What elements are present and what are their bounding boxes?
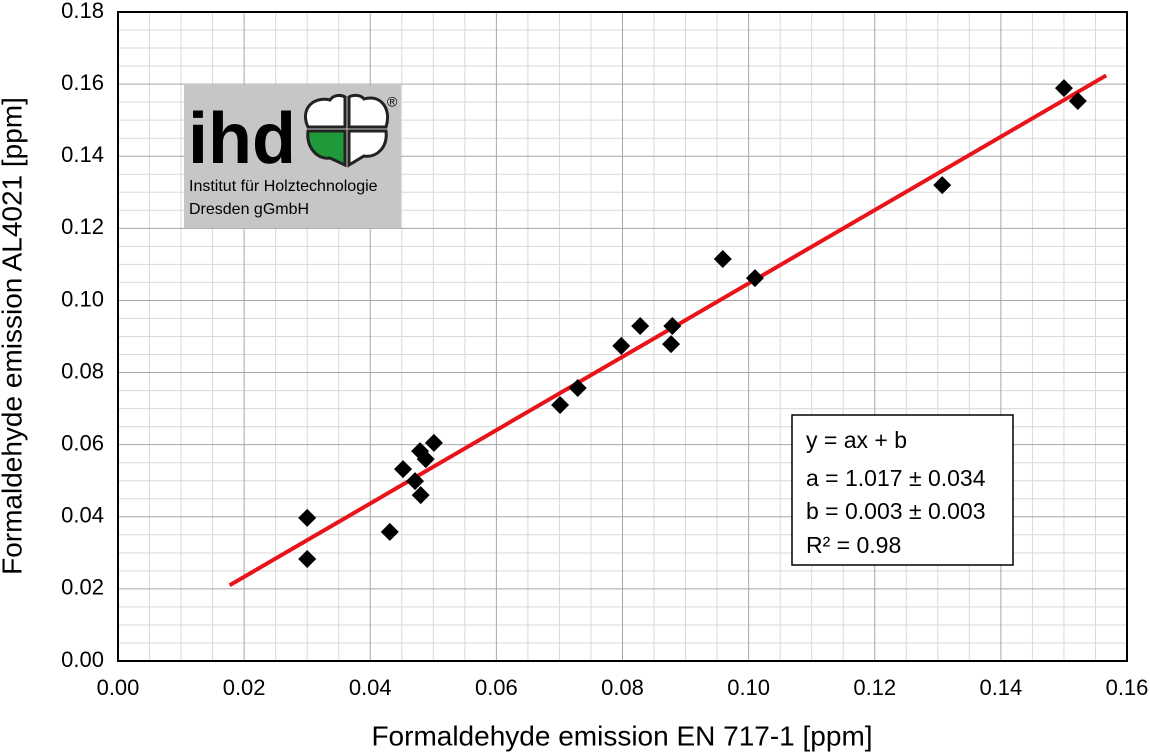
plot-frame: [117, 11, 1128, 662]
y-tick-label: 0.10: [61, 286, 104, 311]
y-tick-label: 0.04: [61, 503, 104, 528]
marks: [228, 73, 1108, 588]
logo-registered: ®: [387, 94, 398, 110]
x-tick-label: 0.14: [979, 675, 1022, 700]
annotation-text: a = 1.017 ± 0.034: [806, 465, 986, 491]
point: [933, 176, 952, 195]
x-tick-label: 0.12: [853, 675, 896, 700]
y-tick-label: 0.06: [61, 430, 104, 455]
point: [1054, 79, 1073, 98]
annotation-frame: [791, 414, 1014, 566]
y-tick-label: 0.14: [61, 142, 104, 167]
point: [663, 317, 682, 336]
point: [298, 508, 317, 527]
logo-line: Institut für Holztechnologie: [189, 178, 378, 195]
y-tick-label: 0.02: [61, 575, 104, 600]
y-tick-label: 0.12: [61, 214, 104, 239]
point: [662, 335, 681, 354]
point: [411, 486, 430, 505]
x-tick-label: 0.04: [349, 675, 392, 700]
point: [1068, 92, 1087, 111]
logo-line: Dresden gGmbH: [189, 201, 309, 218]
y-tick-label: 0.08: [61, 358, 104, 383]
y-axis-label: Formaldehyde emission AL4021 [ppm]: [0, 97, 27, 575]
point: [394, 460, 413, 479]
x-tick-label: 0.16: [1106, 675, 1149, 700]
point: [424, 433, 443, 452]
y-tick-label: 0.00: [61, 647, 104, 672]
x-axis-label: Formaldehyde emission EN 717-1 [ppm]: [371, 720, 872, 751]
point: [713, 249, 732, 268]
point: [612, 336, 631, 355]
x-tick-label: 0.02: [223, 675, 266, 700]
x-tick-label: 0.00: [97, 675, 140, 700]
point: [631, 317, 650, 336]
x-tick-label: 0.10: [727, 675, 770, 700]
annotation-text: b = 0.003 ± 0.003: [806, 498, 986, 524]
point: [298, 549, 317, 568]
point: [568, 379, 587, 398]
point: [551, 396, 570, 415]
point: [406, 472, 425, 491]
x-tick-label: 0.08: [601, 675, 644, 700]
y-tick-label: 0.16: [61, 70, 104, 95]
point: [380, 522, 399, 541]
point: [416, 450, 435, 469]
annotation-box: y = ax + b a = 1.017 ± 0.034 b = 0.003 ±…: [791, 414, 1014, 566]
logo-tree: [304, 93, 389, 168]
x-tick-label: 0.06: [475, 675, 518, 700]
logo: ihd ® Institut für Holztechnologie Dresd…: [184, 85, 401, 228]
annotation-text: R² = 0.98: [806, 532, 901, 558]
annotation-text: y = ax + b: [806, 427, 907, 453]
point: [745, 269, 764, 288]
logo-name: ihd: [188, 99, 296, 179]
y-tick-label: 0.18: [61, 0, 104, 23]
